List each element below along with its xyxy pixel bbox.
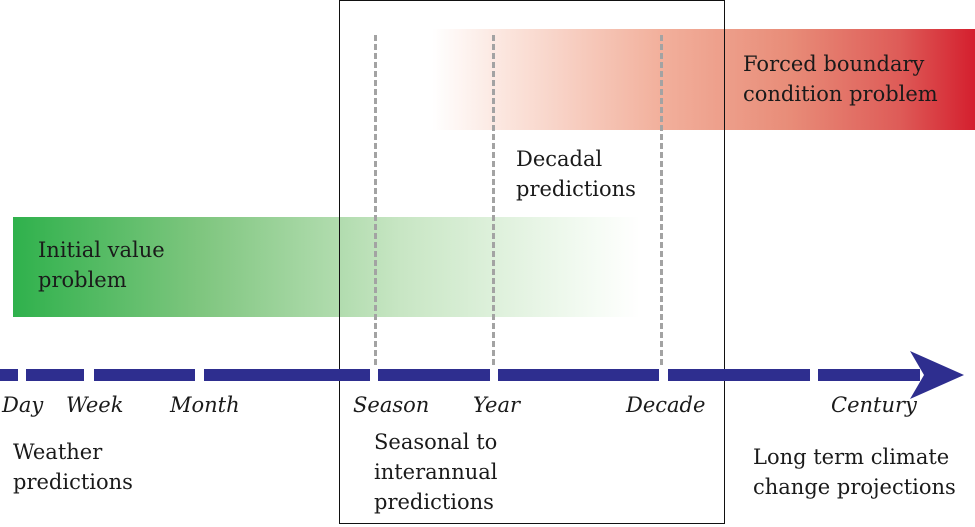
tick-year: Year xyxy=(473,393,521,417)
long-term-line1: Long term climate xyxy=(753,445,950,469)
tick-century: Century xyxy=(831,393,917,417)
axis-segment xyxy=(818,369,920,381)
axis-arrowhead xyxy=(910,351,964,399)
axis-segment xyxy=(378,369,490,381)
forced-boundary-label: Forced boundary condition problem xyxy=(743,49,938,109)
initial-value-label: Initial value problem xyxy=(38,235,165,295)
initial-value-line2: problem xyxy=(38,268,127,292)
initial-value-band xyxy=(13,217,640,317)
axis-segment xyxy=(26,369,84,381)
axis-segment xyxy=(204,369,370,381)
decadal-line1: Decadal xyxy=(516,147,603,171)
tick-month: Month xyxy=(170,393,240,417)
long-term-line2: change projections xyxy=(753,475,956,499)
seasonal-line3: predictions xyxy=(374,490,494,514)
axis-segment xyxy=(668,369,810,381)
seasonal-line2: interannual xyxy=(374,460,498,484)
weather-line2: predictions xyxy=(13,470,133,494)
decadal-predictions-label: Decadal predictions xyxy=(516,144,636,204)
weather-predictions-label: Weather predictions xyxy=(13,437,133,497)
forced-boundary-band xyxy=(432,29,975,130)
axis-segment xyxy=(94,369,195,381)
forced-boundary-line2: condition problem xyxy=(743,82,938,106)
tick-decade: Decade xyxy=(626,393,706,417)
decadal-line2: predictions xyxy=(516,177,636,201)
tick-week: Week xyxy=(66,393,124,417)
axis-segment xyxy=(498,369,659,381)
initial-value-line1: Initial value xyxy=(38,238,165,262)
tick-season: Season xyxy=(353,393,430,417)
year-dashed-line xyxy=(492,35,495,365)
forced-boundary-line1: Forced boundary xyxy=(743,52,925,76)
seasonal-line1: Seasonal to xyxy=(374,430,498,454)
season-dashed-line xyxy=(374,35,377,365)
axis-segment xyxy=(0,369,18,381)
long-term-projections-label: Long term climate change projections xyxy=(753,442,956,502)
decade-dashed-line xyxy=(660,35,663,365)
weather-line1: Weather xyxy=(13,440,103,464)
seasonal-interannual-label: Seasonal to interannual predictions xyxy=(374,427,497,517)
seasonal-decadal-frame xyxy=(339,0,725,524)
tick-day: Day xyxy=(2,393,44,417)
